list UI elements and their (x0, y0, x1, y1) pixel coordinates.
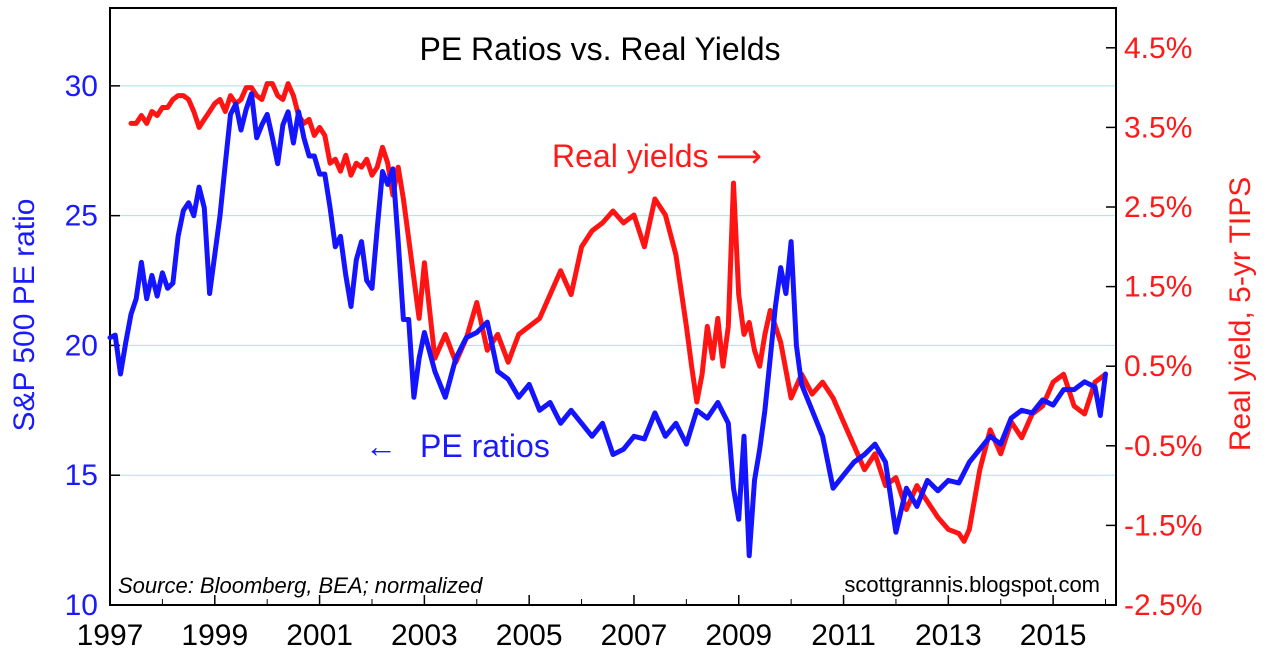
x-tick-label-2011: 2011 (811, 619, 876, 652)
left-axis-ticks: 10 15 20 25 30 (65, 70, 120, 622)
chart-title: PE Ratios vs. Real Yields (419, 31, 780, 67)
right-axis-label: Real yield, 5-yr TIPS (1224, 177, 1257, 452)
right-tick-label-0.5%: 0.5% (1124, 350, 1192, 383)
left-tick-label-20: 20 (65, 329, 98, 362)
right-tick-label-3.5%: 3.5% (1124, 111, 1192, 144)
x-tick-label-1997: 1997 (77, 619, 144, 652)
right-tick-label--2.5%: -2.5% (1124, 589, 1202, 622)
series-layer (107, 81, 1108, 559)
left-tick-label-30: 30 (65, 70, 98, 103)
x-tick-label-1999: 1999 (181, 619, 248, 652)
x-tick-label-2015: 2015 (1020, 619, 1087, 652)
left-tick-label-10: 10 (65, 589, 98, 622)
x-tick-label-2013: 2013 (915, 619, 982, 652)
left-tick-label-15: 15 (65, 459, 98, 492)
pe-arrow-icon: ← (365, 428, 397, 464)
credit-note: scottgrannis.blogspot.com (844, 572, 1100, 597)
series-line-pe-ratios (107, 91, 1108, 559)
right-tick-label-2.5%: 2.5% (1124, 191, 1192, 224)
x-tick-label-2003: 2003 (391, 619, 458, 652)
left-tick-label-25: 25 (65, 200, 98, 233)
plot-frame (109, 7, 1117, 606)
x-tick-label-2009: 2009 (705, 619, 772, 652)
pe-ratios-annotation: PE ratios (420, 428, 550, 464)
right-axis-ticks: -2.5% -1.5% -0.5% 0.5% 1.5% 2.5% 3.5% 4.5% (1106, 32, 1202, 622)
right-tick-label-1.5%: 1.5% (1124, 271, 1192, 304)
right-tick-label-4.5%: 4.5% (1124, 32, 1192, 65)
x-tick-label-2005: 2005 (496, 619, 563, 652)
right-tick-label--1.5%: -1.5% (1124, 509, 1202, 542)
x-axis-ticks: 1997 1999 2001 2003 2005 2007 2009 2011 2013 2015 (77, 595, 1107, 652)
x-tick-label-2001: 2001 (286, 619, 353, 652)
right-tick-label--0.5%: -0.5% (1124, 430, 1202, 463)
x-tick-label-2007: 2007 (601, 619, 668, 652)
gridlines (110, 85, 1116, 476)
source-note: Source: Bloomberg, BEA; normalized (118, 573, 483, 598)
left-axis-label: S&P 500 PE ratio (8, 199, 41, 432)
real-yields-annotation: Real yields (552, 138, 709, 174)
ry-arrow-icon: ⟶ (716, 138, 762, 174)
